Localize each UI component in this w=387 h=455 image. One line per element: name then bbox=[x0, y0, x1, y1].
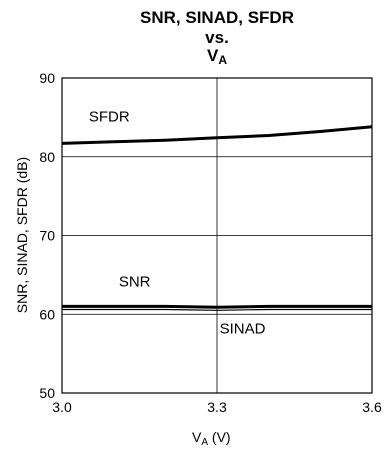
series-line-snr bbox=[62, 304, 372, 309]
chart-title-line-3: VA bbox=[52, 47, 382, 69]
y-tick-label: 50 bbox=[39, 385, 55, 401]
plot-frame bbox=[61, 77, 373, 394]
x-tick-label: 3.0 bbox=[52, 399, 72, 415]
series-line-sfdr bbox=[61, 125, 373, 145]
chart-title-variable: V bbox=[206, 46, 219, 65]
y-axis-label: SNR, SINAD, SFDR (dB) bbox=[14, 156, 30, 314]
x-tick-label: 3.6 bbox=[362, 399, 382, 415]
y-tick-label: 60 bbox=[39, 306, 55, 322]
x-tick-label: 3.3 bbox=[207, 399, 227, 415]
chart-title-line-1: SNR, SINAD, SFDR bbox=[140, 8, 294, 27]
x-axis-label-unit: (V) bbox=[208, 429, 231, 445]
series-layer bbox=[61, 125, 373, 311]
series-label-sfdr: SFDR bbox=[89, 108, 130, 125]
series-line-sinad bbox=[62, 308, 372, 311]
series-annotations: SFDR SNR SINAD bbox=[89, 108, 266, 337]
x-axis-label: VA (V) bbox=[192, 429, 231, 451]
series-label-snr: SNR bbox=[119, 273, 151, 290]
chart-title-line-2: vs. bbox=[205, 28, 229, 47]
x-axis-label-subscript: A bbox=[201, 437, 209, 448]
tick-labels: 50 60 70 80 90 3.0 3.3 3.6 bbox=[39, 70, 382, 415]
y-tick-label: 80 bbox=[39, 149, 55, 165]
chart-title-subscript: A bbox=[218, 53, 227, 67]
y-tick-label: 70 bbox=[39, 228, 55, 244]
x-axis-label-variable: V bbox=[192, 429, 202, 445]
y-tick-label: 90 bbox=[39, 70, 55, 86]
series-label-sinad: SINAD bbox=[220, 321, 266, 338]
